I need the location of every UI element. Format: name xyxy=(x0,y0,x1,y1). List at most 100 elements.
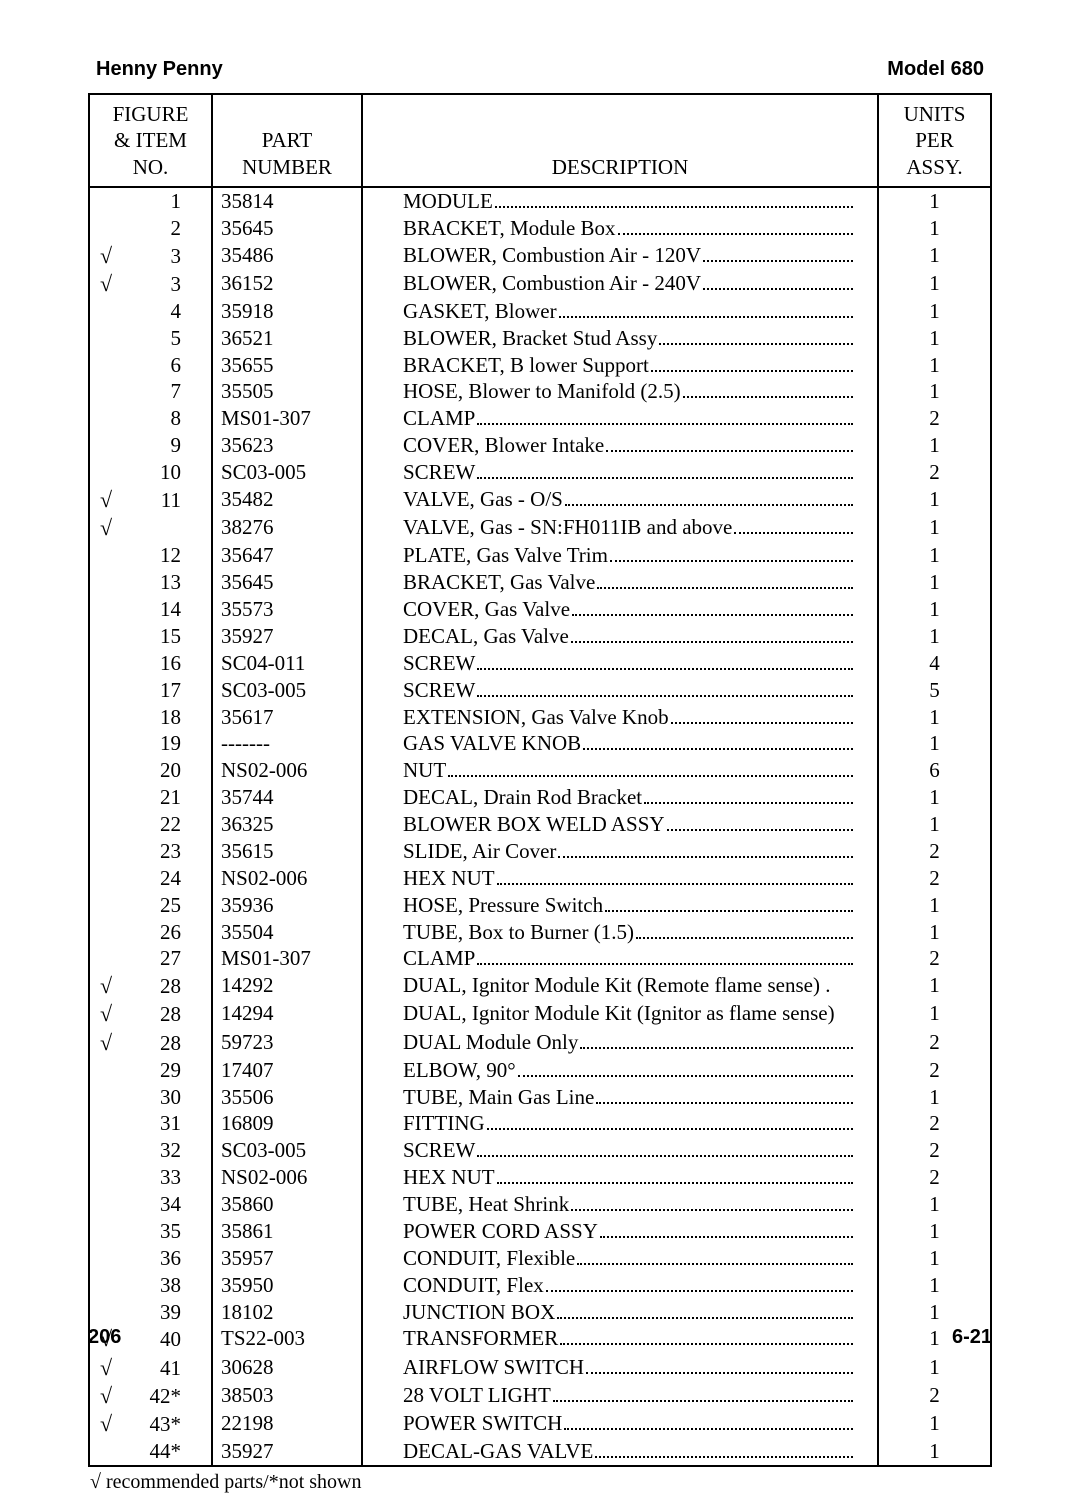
figure-item-cell: 24 xyxy=(90,865,212,892)
part-number-cell: 35647 xyxy=(212,542,362,569)
units-cell: 4 xyxy=(878,650,990,677)
leader-dots xyxy=(477,695,853,697)
recommended-check: √ xyxy=(90,1029,132,1057)
leader-dots xyxy=(477,963,853,965)
page-header: Henny Penny Model 680 xyxy=(88,58,992,87)
description-cell: COVER, Blower Intake xyxy=(362,432,878,459)
part-number-cell: 35860 xyxy=(212,1191,362,1218)
units-cell: 2 xyxy=(878,1029,990,1057)
table-row: √1135482VALVE, Gas - O/S1 xyxy=(90,486,990,514)
table-row: 1235647PLATE, Gas Valve Trim1 xyxy=(90,542,990,569)
description-cell: SCREW xyxy=(362,459,878,486)
units-cell: 1 xyxy=(878,1299,990,1326)
recommended-check: √ xyxy=(90,972,132,1000)
units-cell: 1 xyxy=(878,1218,990,1245)
description-text: CONDUIT, Flex xyxy=(403,1272,544,1299)
table-row: 3535861POWER CORD ASSY1 xyxy=(90,1218,990,1245)
figure-item-cell: 27 xyxy=(90,945,212,972)
item-number: 6 xyxy=(132,352,211,379)
description-text: HOSE, Pressure Switch xyxy=(403,892,603,919)
figure-item-cell: 33 xyxy=(90,1164,212,1191)
leader-dots xyxy=(734,532,853,534)
part-number-cell: MS01-307 xyxy=(212,405,362,432)
leader-dots xyxy=(595,1456,853,1458)
description-cell: DUAL Module Only xyxy=(362,1029,878,1057)
item-number: 27 xyxy=(132,945,211,972)
description-text: TUBE, Box to Burner (1.5) xyxy=(403,919,634,946)
part-number-cell: 35645 xyxy=(212,215,362,242)
page: Henny Penny Model 680 FIGURE & ITEM NO. xyxy=(0,0,1080,1397)
table-row: 16SC04-011SCREW4 xyxy=(90,650,990,677)
table-row: √4130628AIRFLOW SWITCH1 xyxy=(90,1354,990,1382)
figure-item-cell: √43* xyxy=(90,1410,212,1438)
item-number: 7 xyxy=(132,378,211,405)
footer-left: 206 xyxy=(88,1326,121,1349)
item-number: 11 xyxy=(132,487,211,514)
item-number: 22 xyxy=(132,811,211,838)
leader-dots xyxy=(644,802,853,804)
part-number-cell: SC04-011 xyxy=(212,650,362,677)
figure-item-cell: √ xyxy=(90,514,212,542)
table-body: 135814MODULE1235645BRACKET, Module Box1√… xyxy=(90,187,990,1465)
item-number: 16 xyxy=(132,650,211,677)
leader-dots xyxy=(606,450,853,452)
parts-table-wrap: FIGURE & ITEM NO. PART NUMBER DESCRIPTIO… xyxy=(88,93,992,1467)
units-cell: 1 xyxy=(878,187,990,215)
col-header-description: DESCRIPTION xyxy=(362,95,878,187)
units-cell: 2 xyxy=(878,1057,990,1084)
figure-item-cell: √11 xyxy=(90,486,212,514)
leader-dots xyxy=(596,1102,853,1104)
description-cell: BRACKET, Module Box xyxy=(362,215,878,242)
part-number-cell: 38503 xyxy=(212,1382,362,1410)
description-cell: DECAL, Gas Valve xyxy=(362,623,878,650)
figure-item-cell: 23 xyxy=(90,838,212,865)
recommended-check: √ xyxy=(90,486,132,514)
table-row: 2236325BLOWER BOX WELD ASSY1 xyxy=(90,811,990,838)
description-cell: BRACKET, B lower Support xyxy=(362,352,878,379)
item-number: 28 xyxy=(132,1001,211,1028)
part-number-cell: 59723 xyxy=(212,1029,362,1057)
figure-item-cell: √28 xyxy=(90,1029,212,1057)
table-row: 536521BLOWER, Bracket Stud Assy1 xyxy=(90,325,990,352)
part-number-cell: 36152 xyxy=(212,270,362,298)
figure-item-cell: 22 xyxy=(90,811,212,838)
recommended-check: √ xyxy=(90,1354,132,1382)
units-cell: 2 xyxy=(878,838,990,865)
description-cell: BLOWER, Combustion Air - 120V xyxy=(362,242,878,270)
description-cell: EXTENSION, Gas Valve Knob xyxy=(362,704,878,731)
table-row: 8MS01-307CLAMP2 xyxy=(90,405,990,432)
leader-dots xyxy=(557,1317,853,1319)
table-row: 635655BRACKET, B lower Support1 xyxy=(90,352,990,379)
description-text: POWER CORD ASSY xyxy=(403,1218,598,1245)
footer-right: 6-21 xyxy=(952,1326,992,1349)
leader-dots xyxy=(497,883,853,885)
part-number-cell: 35861 xyxy=(212,1218,362,1245)
figure-item-cell: 15 xyxy=(90,623,212,650)
item-number: 31 xyxy=(132,1110,211,1137)
figure-item-cell: 26 xyxy=(90,919,212,946)
description-cell: AIRFLOW SWITCH xyxy=(362,1354,878,1382)
part-number-cell: 38276 xyxy=(212,514,362,542)
description-cell: COVER, Gas Valve xyxy=(362,596,878,623)
item-number: 33 xyxy=(132,1164,211,1191)
parts-table: FIGURE & ITEM NO. PART NUMBER DESCRIPTIO… xyxy=(90,95,990,1465)
figure-item-cell: 16 xyxy=(90,650,212,677)
col-header-figure: FIGURE & ITEM NO. xyxy=(90,95,212,187)
table-row: 3116809FITTING2 xyxy=(90,1110,990,1137)
leader-dots xyxy=(477,668,853,670)
leader-dots xyxy=(577,1263,853,1265)
part-number-cell: 36521 xyxy=(212,325,362,352)
description-text: HEX NUT xyxy=(403,865,495,892)
item-number: 32 xyxy=(132,1137,211,1164)
col-header-units: UNITS PER ASSY. xyxy=(878,95,990,187)
leader-dots xyxy=(487,1128,853,1130)
units-cell: 1 xyxy=(878,325,990,352)
units-cell: 1 xyxy=(878,1410,990,1438)
item-number: 39 xyxy=(132,1299,211,1326)
description-text: POWER SWITCH xyxy=(403,1410,562,1437)
description-cell: CLAMP xyxy=(362,945,878,972)
table-row: 3918102JUNCTION BOX1 xyxy=(90,1299,990,1326)
part-number-cell: 35623 xyxy=(212,432,362,459)
figure-item-cell: 20 xyxy=(90,757,212,784)
description-text: CONDUIT, Flexible xyxy=(403,1245,575,1272)
